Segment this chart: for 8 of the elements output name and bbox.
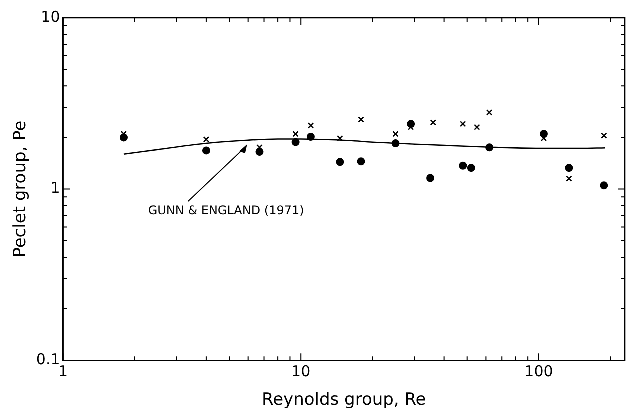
y-axis-title: Peclet group, Pe	[10, 120, 31, 258]
y-tick-label: 10	[41, 8, 60, 26]
x-axis-title: Reynolds group, Re	[262, 390, 426, 410]
x-tick-label: 100	[524, 362, 554, 380]
annotation: GUNN & ENGLAND (1971)	[148, 204, 304, 218]
y-tick-label: 1	[50, 179, 60, 198]
x-tick-label: 10	[292, 362, 311, 380]
y-tick-label: 0.1	[36, 350, 60, 368]
